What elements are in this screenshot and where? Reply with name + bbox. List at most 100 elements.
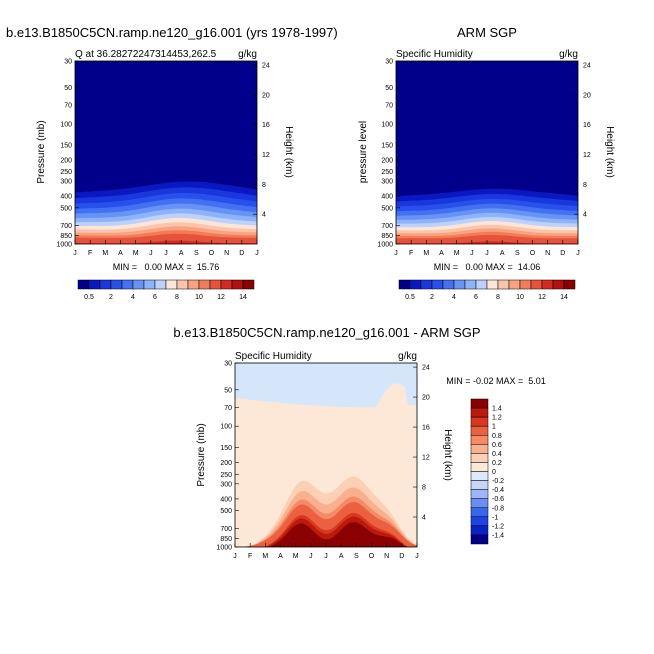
colorbar-swatch <box>121 279 134 290</box>
x-tick-label: J <box>164 250 168 257</box>
panel-diff-ylabel: Pressure (mb) <box>196 423 207 486</box>
colorbar-swatch <box>470 471 489 481</box>
colorbar-swatch <box>470 480 489 490</box>
y-tick-label: 400 <box>60 194 72 201</box>
colorbar-label: 12 <box>217 294 225 301</box>
colorbar-label: -1.4 <box>492 532 504 539</box>
x-tick-label: F <box>88 250 92 257</box>
colorbar-label: 0.6 <box>492 442 502 449</box>
x-tick-label: J <box>309 553 313 560</box>
colorbar-label: 8 <box>175 294 179 301</box>
colorbar-swatch <box>143 279 156 290</box>
x-tick-label: A <box>179 250 184 257</box>
colorbar-label: -0.2 <box>492 478 504 485</box>
y-tick-label: 500 <box>381 205 393 212</box>
colorbar-swatch <box>508 279 521 290</box>
colorbar-swatch <box>110 279 123 290</box>
colorbar-swatch <box>470 534 489 545</box>
colorbar-label: -1.2 <box>492 523 504 530</box>
colorbar-swatch <box>209 279 222 290</box>
height-tick-label: 16 <box>422 425 430 432</box>
colorbar-label: 1 <box>492 424 496 431</box>
colorbar-label: 6 <box>474 294 478 301</box>
y-tick-label: 700 <box>220 526 232 533</box>
colorbar-swatch <box>470 398 489 409</box>
colorbar-label: -1 <box>492 514 498 521</box>
x-tick-label: J <box>576 250 580 257</box>
colorbar-swatch <box>470 407 489 418</box>
panel-obs-colorbar: 0.5 2 4 6 8 10 12 14 <box>398 279 576 301</box>
colorbar-swatch <box>519 279 532 290</box>
colorbar-swatch <box>541 279 554 290</box>
colorbar-label: 2 <box>430 294 434 301</box>
colorbar-label: 4 <box>452 294 456 301</box>
colorbar-swatch <box>176 279 189 290</box>
y-tick-label: 150 <box>381 142 393 149</box>
y-tick-label: 300 <box>60 179 72 186</box>
colorbar-swatch <box>442 279 455 290</box>
height-tick-label: 4 <box>583 212 587 219</box>
x-tick-label: F <box>409 250 413 257</box>
y-tick-label: 100 <box>220 424 232 431</box>
x-tick-label: A <box>439 250 444 257</box>
panel-model: b.e13.B1850C5CN.ramp.ne120_g16.001 (yrs … <box>6 25 338 301</box>
height-tick-label: 12 <box>262 152 270 159</box>
contour-level <box>235 363 417 408</box>
colorbar-swatch <box>132 279 145 290</box>
colorbar-label: 10 <box>516 294 524 301</box>
panel-obs-ylabel: pressure level <box>358 121 369 183</box>
y-tick-label: 850 <box>60 233 72 240</box>
colorbar-label: 1.2 <box>492 415 502 422</box>
y-tick-label: 200 <box>381 158 393 165</box>
colorbar-swatch <box>220 279 233 290</box>
colorbar-swatch <box>470 416 489 427</box>
x-tick-label: J <box>394 250 398 257</box>
colorbar-label: 12 <box>538 294 546 301</box>
colorbar-swatch <box>88 279 101 290</box>
colorbar-swatch <box>165 279 178 290</box>
y-tick-label: 30 <box>64 59 72 66</box>
colorbar-swatch <box>99 279 112 290</box>
y-tick-label: 200 <box>220 460 232 467</box>
y-tick-label: 300 <box>220 481 232 488</box>
colorbar-swatch <box>198 279 211 290</box>
colorbar-swatch <box>470 516 489 527</box>
panel-model-plot-area <box>75 61 257 244</box>
x-tick-label: F <box>248 553 252 560</box>
x-tick-label: S <box>354 553 359 560</box>
colorbar-label: 8 <box>496 294 500 301</box>
x-tick-label: M <box>293 553 299 560</box>
y-tick-label: 150 <box>220 445 232 452</box>
contour-level <box>235 522 417 547</box>
height-tick-label: 4 <box>422 515 426 522</box>
colorbar-swatch <box>475 279 488 290</box>
colorbar-swatch <box>187 279 200 290</box>
colorbar-swatch <box>154 279 167 290</box>
y-tick-label: 1000 <box>377 242 393 249</box>
y-tick-label: 400 <box>381 194 393 201</box>
y-tick-label: 250 <box>220 472 232 479</box>
y-tick-label: 400 <box>220 496 232 503</box>
colorbar-swatch <box>242 279 255 290</box>
height-tick-label: 4 <box>262 212 266 219</box>
colorbar-swatch <box>563 279 576 290</box>
colorbar-swatch <box>497 279 510 290</box>
x-tick-label: J <box>415 553 419 560</box>
height-tick-label: 8 <box>422 485 426 492</box>
x-tick-label: S <box>515 250 520 257</box>
colorbar-swatch <box>231 279 244 290</box>
x-tick-label: J <box>233 553 237 560</box>
x-tick-label: A <box>278 553 283 560</box>
colorbar-label: 1.4 <box>492 406 502 413</box>
colorbar-swatch <box>470 453 489 463</box>
x-tick-label: J <box>470 250 474 257</box>
x-tick-label: J <box>255 250 259 257</box>
x-tick-label: S <box>194 250 199 257</box>
colorbar-label: 14 <box>239 294 247 301</box>
colorbar-swatch <box>77 279 90 290</box>
y-tick-label: 70 <box>64 103 72 110</box>
colorbar-swatch <box>470 507 489 518</box>
colorbar-swatch <box>470 425 489 436</box>
y-tick-label: 30 <box>224 361 232 368</box>
colorbar-label: 2 <box>109 294 113 301</box>
